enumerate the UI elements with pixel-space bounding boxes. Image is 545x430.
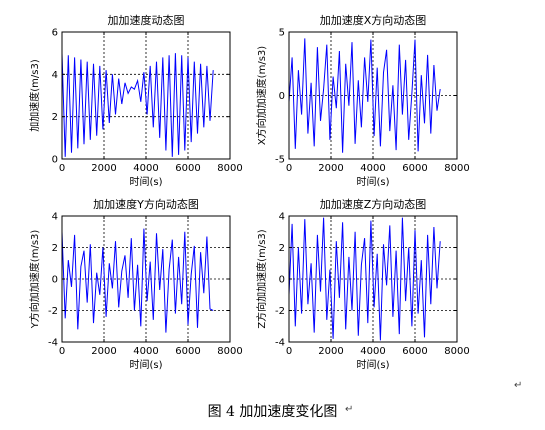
- y-tick-label: 4: [279, 212, 285, 223]
- y-tick-label: -5: [275, 155, 285, 166]
- x-tick-label: 0: [286, 163, 292, 174]
- x-tick-label: 6000: [402, 346, 427, 357]
- figure: 0 2000 4000 6000 80000246加加速度动态图时间(s)加加速度(m/…: [28, 13, 470, 371]
- y-tick-label: 4: [52, 70, 58, 81]
- x-tick-label: 2000: [91, 163, 116, 174]
- x-tick-label: 4000: [360, 163, 385, 174]
- y-tick-label: 0: [279, 275, 285, 286]
- x-tick-label: 8000: [444, 346, 469, 357]
- x-axis-label: 时间(s): [129, 358, 162, 371]
- y-tick-label: 0: [52, 275, 58, 286]
- x-tick-label: 4000: [360, 346, 385, 357]
- y-tick-label: -2: [275, 306, 285, 317]
- y-axis-label: Z方向加加速度(m/s3): [255, 229, 268, 328]
- figure-caption: 图 4 加加速度变化图: [207, 404, 338, 420]
- x-axis-label: 时间(s): [356, 175, 389, 188]
- chart-panel-2: 0 2000 4000 6000 8000-505加加速度X方向动态图时间(s)X方向加…: [255, 13, 470, 188]
- x-tick-label: 0: [59, 163, 65, 174]
- chart-title: 加加速度X方向动态图: [320, 13, 427, 27]
- x-tick-label: 4000: [133, 163, 158, 174]
- y-tick-label: 2: [279, 243, 285, 254]
- series-line: [61, 53, 214, 157]
- x-tick-label: 6000: [402, 163, 427, 174]
- paragraph-mark: ↵: [514, 380, 523, 391]
- x-tick-label: 6000: [175, 163, 200, 174]
- y-tick-label: -4: [48, 338, 58, 349]
- y-tick-label: 5: [279, 28, 285, 39]
- y-tick-label: 0: [279, 91, 285, 102]
- x-tick-label: 8000: [217, 346, 242, 357]
- x-tick-label: 0: [286, 346, 292, 357]
- x-axis-label: 时间(s): [356, 358, 389, 371]
- x-axis-label: 时间(s): [129, 175, 162, 188]
- y-tick-label: 2: [52, 112, 58, 123]
- chart-title: 加加速度Y方向动态图: [93, 197, 199, 211]
- x-tick-label: 8000: [217, 163, 242, 174]
- y-tick-label: 6: [52, 28, 58, 39]
- y-tick-label: 0: [52, 155, 58, 166]
- x-tick-label: 2000: [318, 346, 343, 357]
- series-line: [288, 38, 441, 153]
- x-tick-label: 4000: [133, 346, 158, 357]
- x-tick-label: 2000: [318, 163, 343, 174]
- y-tick-label: -4: [275, 338, 285, 349]
- y-tick-label: -2: [48, 306, 58, 317]
- x-tick-label: 8000: [444, 163, 469, 174]
- y-tick-label: 4: [52, 212, 58, 223]
- chart-title: 加加速度Z方向动态图: [320, 197, 427, 211]
- series-line: [288, 217, 441, 341]
- y-axis-label: X方向加加速度(m/s3): [255, 46, 268, 145]
- x-tick-label: 6000: [175, 346, 200, 357]
- series-line: [61, 228, 214, 333]
- x-tick-label: 2000: [91, 346, 116, 357]
- y-tick-label: 2: [52, 243, 58, 254]
- y-axis-label: 加加速度(m/s3): [28, 59, 41, 132]
- chart-title: 加加速度动态图: [108, 13, 185, 27]
- x-tick-label: 0: [59, 346, 65, 357]
- caption-paragraph-mark: ↵: [345, 404, 354, 415]
- y-axis-label: Y方向加加速度(m/s3): [28, 230, 41, 330]
